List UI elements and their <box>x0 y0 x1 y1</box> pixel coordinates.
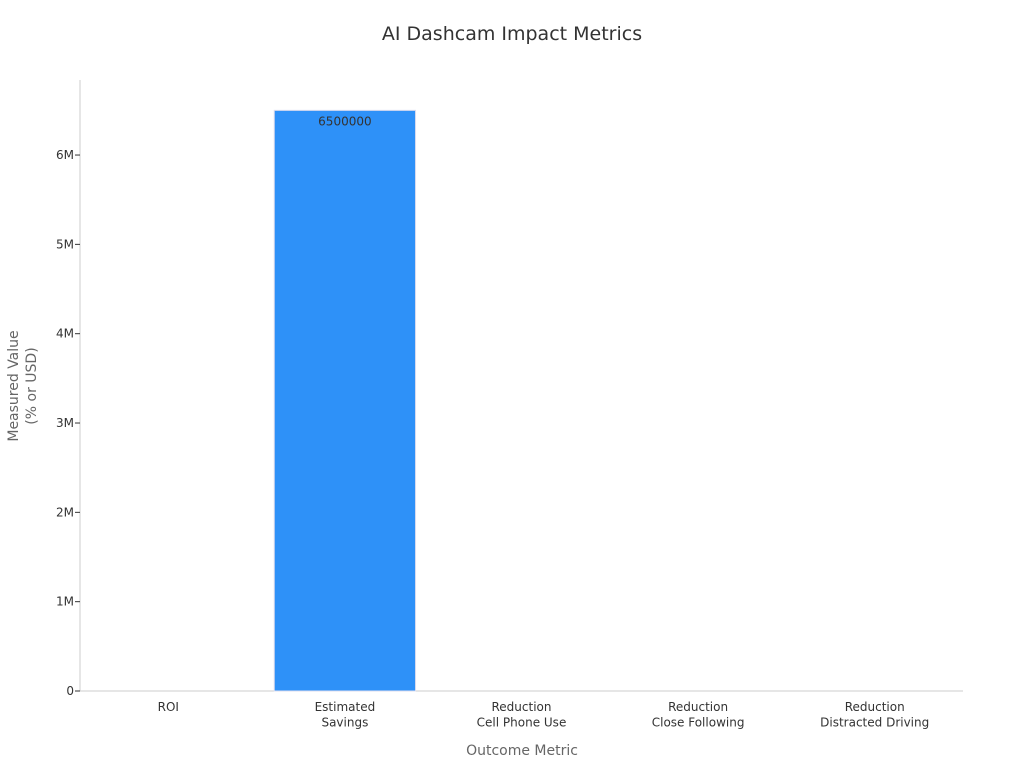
y-tick-label: 0 <box>66 684 74 698</box>
bar <box>273 109 417 692</box>
x-axis-label: Outcome Metric <box>466 743 578 759</box>
x-tick-label: ROI <box>158 700 179 714</box>
x-tick-label: Estimated Savings <box>315 700 376 730</box>
x-tick-label: Reduction Close Following <box>652 700 745 730</box>
chart-title: AI Dashcam Impact Metrics <box>382 23 642 45</box>
y-tick-label: 2M <box>56 505 74 519</box>
y-tick-label: 5M <box>56 237 74 251</box>
x-tick-label: Reduction Distracted Driving <box>820 700 929 730</box>
y-tick-label: 1M <box>56 595 74 609</box>
y-axis-label: Measured Value (% or USD) <box>6 330 40 441</box>
x-tick-label: Reduction Cell Phone Use <box>477 700 567 730</box>
y-tick-label: 6M <box>56 148 74 162</box>
y-tick-label: 4M <box>56 327 74 341</box>
value-label: 6500000 <box>318 114 371 128</box>
y-tick-label: 3M <box>56 416 74 430</box>
